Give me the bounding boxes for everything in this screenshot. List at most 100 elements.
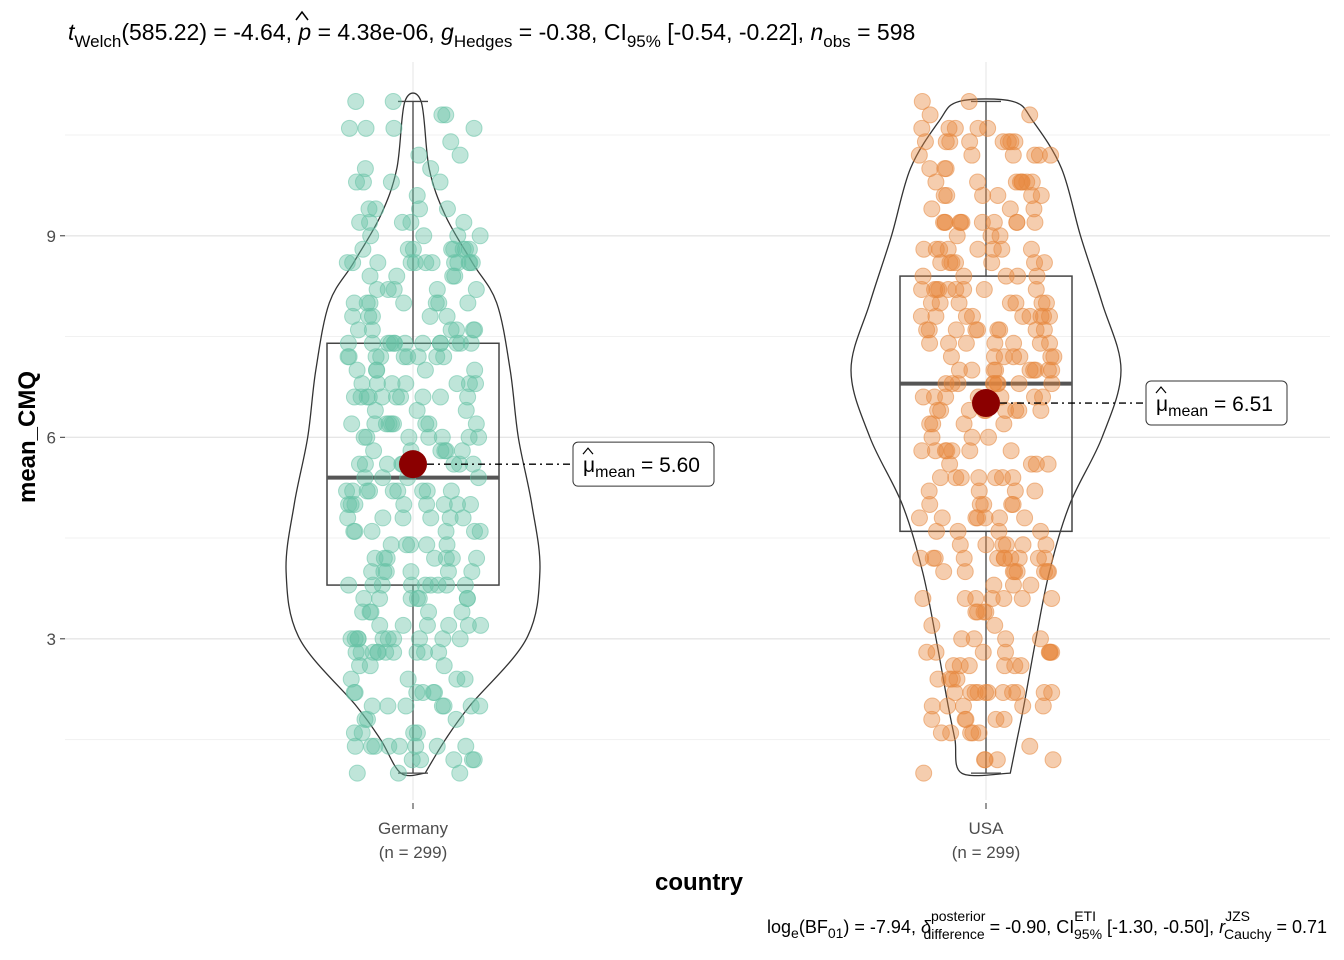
data-point [460,428,478,446]
data-point [432,442,450,460]
data-point [974,186,992,204]
data-point [416,361,434,379]
data-point [910,509,928,527]
data-point [989,186,1007,204]
x-tick-count: (n = 299) [379,843,448,862]
data-point [969,240,987,258]
data-point [394,509,412,527]
data-point [437,106,455,124]
data-point [363,307,381,325]
data-point [1043,684,1061,702]
data-point [374,509,392,527]
data-point [997,630,1015,648]
data-point [1029,549,1047,567]
data-point [996,657,1014,675]
data-point [983,254,1001,272]
subtitle-t-label: t [68,19,76,45]
data-point [362,603,380,621]
data-point [414,334,432,352]
mean-label-germany: μmean = 5.60 [572,441,715,487]
data-point [927,307,945,325]
x-tick-label: USA [969,819,1005,838]
data-point [1026,146,1044,164]
data-point [920,321,938,339]
data-point [1039,455,1057,473]
subtitle-n-sub: obs [823,32,850,51]
data-point [971,495,989,513]
mean-point-usa [972,389,1000,418]
data-point [1034,697,1052,715]
data-point [988,751,1006,769]
data-point [987,469,1005,487]
data-point [416,643,434,661]
data-point [343,415,361,433]
data-point [950,294,968,312]
data-point [955,267,973,285]
data-point [345,724,363,742]
data-point [414,388,432,406]
data-point [398,536,416,554]
data-point [422,509,440,527]
data-point [1022,455,1040,473]
data-point [431,388,449,406]
mean-label-value: = 6.51 [1208,393,1273,416]
data-point [354,240,372,258]
data-point [407,737,425,755]
data-point [1010,375,1028,393]
data-point [395,348,413,366]
data-point [989,375,1007,393]
data-point [352,643,370,661]
data-point [472,616,490,634]
caption-log-label: log [767,917,791,937]
data-point [374,469,392,487]
data-point [344,254,362,272]
data-point [931,294,949,312]
data-point [969,119,987,137]
caption-delta-sub: difference [923,926,984,942]
subtitle-p-value: = 4.38e-06, [311,19,441,45]
data-point [973,213,991,231]
data-point [1002,442,1020,460]
data-point [1025,361,1043,379]
data-point [408,643,426,661]
data-point [1025,200,1043,218]
data-point [351,657,369,675]
data-point [1004,495,1022,513]
data-point [356,469,374,487]
data-point [977,536,995,554]
data-point [428,737,446,755]
data-point [975,751,993,769]
data-point [1041,307,1059,325]
data-point [471,522,489,540]
data-point [989,549,1007,567]
data-point [1001,294,1019,312]
data-point [433,428,451,446]
data-point [465,522,483,540]
data-point [428,348,446,366]
data-point [382,415,400,433]
data-point [1022,240,1040,258]
data-point [984,240,1002,258]
data-point [422,160,440,178]
data-point [349,630,367,648]
data-point [434,630,452,648]
data-point [1040,643,1058,661]
data-point [378,549,396,567]
data-point [395,495,413,513]
data-point [969,173,987,191]
data-point [371,616,389,634]
data-point [1004,469,1022,487]
data-point [950,361,968,379]
data-point [389,764,407,782]
data-point [448,375,466,393]
data-point [408,724,426,742]
data-point [402,536,420,554]
data-point [441,509,459,527]
data-point [1039,361,1057,379]
data-point [366,549,384,567]
data-point [1006,657,1024,675]
x-axis-title: country [655,869,744,896]
data-point [1014,536,1032,554]
data-point [364,576,382,594]
